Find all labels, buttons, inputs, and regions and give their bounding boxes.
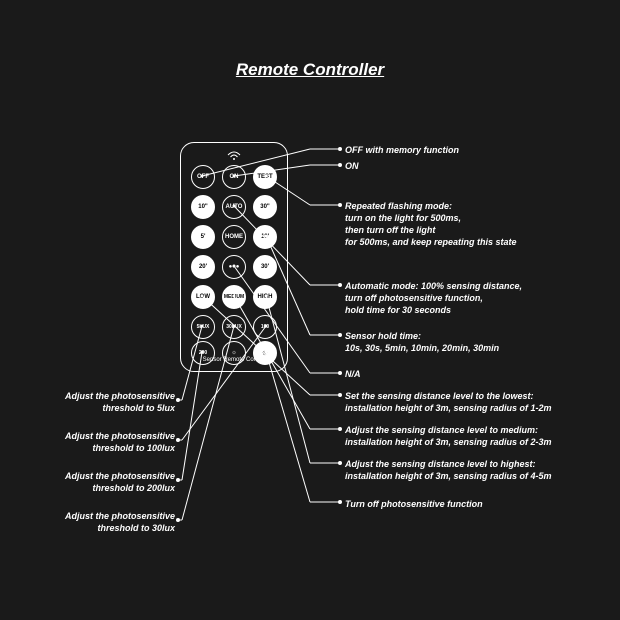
- callout-text: Adjust the photosensitivethreshold to 10…: [5, 430, 175, 454]
- callout-text: Adjust the photosensitivethreshold to 5l…: [5, 390, 175, 414]
- remote-body: OFF ON TEST 10" AUTO 30" 5' HOME 10' 20' ●●● 30' LOW…: [180, 142, 288, 372]
- button-row: OFF ON TEST: [191, 165, 277, 189]
- remote-button[interactable]: 100: [253, 315, 277, 339]
- callout-text: Automatic mode: 100% sensing distance,tu…: [345, 280, 605, 316]
- callout-text: Adjust the photosensitivethreshold to 30…: [5, 510, 175, 534]
- callout-text: N/A: [345, 368, 605, 380]
- button-row: 20' ●●● 30': [191, 255, 277, 279]
- remote-button[interactable]: HOME: [222, 225, 246, 249]
- remote-button[interactable]: 30': [253, 255, 277, 279]
- callout-text: Adjust the photosensitivethreshold to 20…: [5, 470, 175, 494]
- remote-button[interactable]: 5LUX: [191, 315, 215, 339]
- remote-button[interactable]: 30LUX: [222, 315, 246, 339]
- remote-button[interactable]: TEST: [253, 165, 277, 189]
- remote-button[interactable]: 10": [191, 195, 215, 219]
- remote-button[interactable]: OFF: [191, 165, 215, 189]
- page-title: Remote Controller: [236, 60, 384, 80]
- remote-button[interactable]: 30": [253, 195, 277, 219]
- callout-text: ON: [345, 160, 605, 172]
- wifi-icon: [227, 151, 241, 164]
- remote-button[interactable]: LOW: [191, 285, 215, 309]
- callout-text: Adjust the sensing distance level to hig…: [345, 458, 605, 482]
- callout-text: Adjust the sensing distance level to med…: [345, 424, 605, 448]
- remote-button[interactable]: ●●●: [222, 255, 246, 279]
- remote-button[interactable]: 5': [191, 225, 215, 249]
- callout-text: Set the sensing distance level to the lo…: [345, 390, 605, 414]
- callout-text: OFF with memory function: [345, 144, 605, 156]
- button-row: 5LUX 30LUX 100: [191, 315, 277, 339]
- callout-text: Turn off photosensitive function: [345, 498, 605, 510]
- remote-button[interactable]: MEDIUM: [222, 285, 246, 309]
- remote-button[interactable]: 10': [253, 225, 277, 249]
- button-row: 10" AUTO 30": [191, 195, 277, 219]
- remote-button[interactable]: HIGH: [253, 285, 277, 309]
- callout-text: Repeated flashing mode:turn on the light…: [345, 200, 605, 249]
- callout-text: Sensor hold time:10s, 30s, 5min, 10min, …: [345, 330, 605, 354]
- button-row: 5' HOME 10': [191, 225, 277, 249]
- remote-button[interactable]: ON: [222, 165, 246, 189]
- remote-button[interactable]: AUTO: [222, 195, 246, 219]
- remote-caption: Sensor Remote Control: [203, 357, 266, 363]
- button-row: LOW MEDIUM HIGH: [191, 285, 277, 309]
- remote-button[interactable]: 20': [191, 255, 215, 279]
